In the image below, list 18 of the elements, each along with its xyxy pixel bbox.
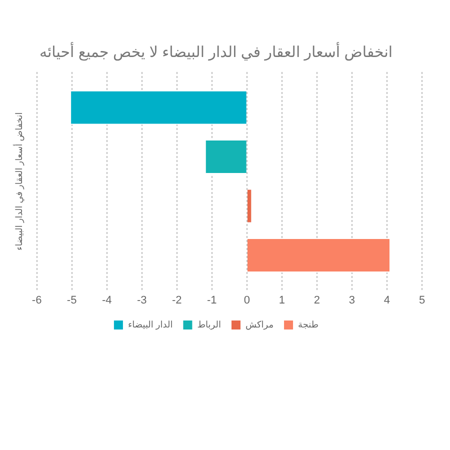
x-tick-label: 0 xyxy=(244,294,250,306)
x-tick-label: 5 xyxy=(418,294,426,306)
legend-label: الدار البيضاء xyxy=(128,319,173,330)
x-tick-label: -5 xyxy=(66,294,77,306)
x-tick-label: -1 xyxy=(207,294,217,306)
x-tick-label: -3 xyxy=(136,294,147,306)
x-tick-label: -4 xyxy=(102,294,112,306)
legend-label: الرباط xyxy=(197,319,221,330)
x-tick-label: 4 xyxy=(384,294,390,306)
legend-label: مراكش xyxy=(245,319,274,330)
x-tick-label: 3 xyxy=(348,294,356,306)
x-tick-label: 1 xyxy=(278,294,285,306)
x-tick-label: 2 xyxy=(314,294,320,306)
x-tick-label: -6 xyxy=(32,294,42,306)
legend-label: طنجة xyxy=(298,319,319,330)
y-axis-title: انخفاض أسعار العقار في الدار البيضاء xyxy=(12,112,25,251)
x-tick-label: -2 xyxy=(172,294,182,306)
chart-title: انخفاض أسعار العقار في الدار البيضاء لا يخص جميع أحيائه xyxy=(39,42,393,62)
